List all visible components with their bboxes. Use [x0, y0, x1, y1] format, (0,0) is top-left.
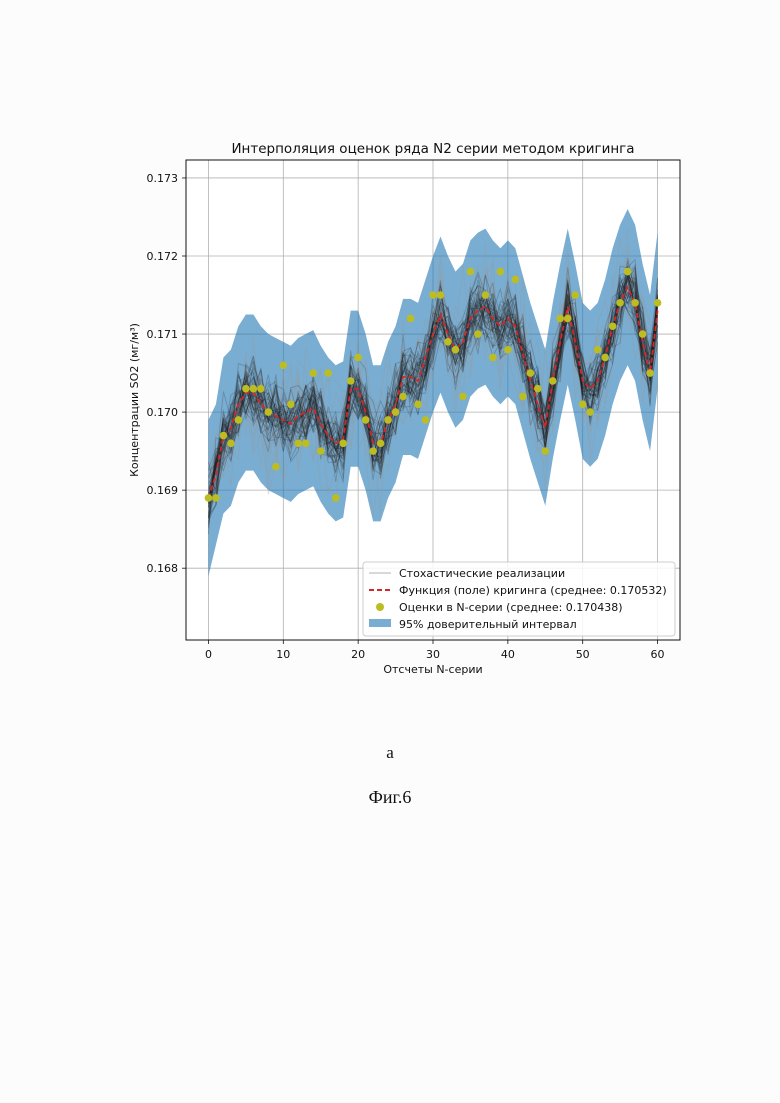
estimate-point: [362, 416, 370, 424]
legend-label-realizations: Стохастические реализации: [399, 567, 565, 580]
estimate-point: [474, 330, 482, 338]
estimate-point: [512, 276, 520, 284]
estimate-point: [534, 385, 542, 393]
x-tick-label: 40: [501, 648, 515, 661]
sub-caption: а: [0, 743, 780, 763]
estimate-point: [250, 385, 258, 393]
y-tick-label: 0.171: [147, 328, 179, 341]
estimate-point: [347, 377, 355, 385]
x-axis-label: Отсчеты N-серии: [383, 663, 482, 676]
y-tick-label: 0.173: [147, 172, 179, 185]
y-tick-label: 0.172: [147, 250, 179, 263]
estimate-point: [601, 354, 609, 362]
estimate-point: [392, 408, 400, 416]
estimate-point: [609, 322, 617, 330]
estimate-point: [369, 447, 377, 455]
estimate-point: [459, 393, 467, 401]
estimate-point: [309, 369, 317, 377]
x-tick-label: 60: [651, 648, 665, 661]
estimate-point: [294, 440, 302, 448]
estimate-point: [571, 291, 579, 299]
estimate-point: [594, 346, 602, 354]
estimate-point: [227, 440, 235, 448]
y-tick-label: 0.170: [147, 406, 179, 419]
estimate-point: [497, 268, 505, 276]
estimate-point: [332, 494, 340, 502]
estimate-point: [519, 393, 527, 401]
estimate-point: [429, 291, 437, 299]
estimate-point: [489, 354, 497, 362]
estimate-point: [624, 268, 632, 276]
estimate-point: [414, 400, 422, 408]
estimate-point: [422, 416, 430, 424]
estimate-point: [504, 346, 512, 354]
estimate-point: [257, 385, 265, 393]
estimate-point: [377, 440, 385, 448]
estimate-point: [220, 432, 228, 440]
estimate-point: [212, 494, 220, 502]
estimate-point: [302, 440, 310, 448]
estimate-point: [317, 447, 325, 455]
y-axis-label: Концентрации SO2 (мг/м³): [128, 323, 141, 477]
estimate-point: [280, 361, 288, 369]
legend-label-interval: 95% доверительный интервал: [399, 618, 577, 631]
x-tick-label: 20: [351, 648, 365, 661]
x-tick-label: 10: [276, 648, 290, 661]
estimate-point: [556, 315, 564, 323]
estimate-point: [616, 299, 624, 307]
estimate-point: [205, 494, 213, 502]
estimate-point: [631, 299, 639, 307]
estimate-point: [287, 400, 295, 408]
chart-title: Интерполяция оценок ряда N2 серии методо…: [231, 141, 634, 157]
estimate-point: [579, 400, 587, 408]
estimate-point: [399, 393, 407, 401]
estimate-point: [384, 416, 392, 424]
estimate-point: [527, 369, 535, 377]
estimate-point: [646, 369, 654, 377]
legend-label-kriging: Функция (поле) кригинга (среднее: 0.1705…: [399, 584, 667, 597]
estimate-point: [272, 463, 280, 471]
estimate-point: [654, 299, 662, 307]
estimate-point: [541, 447, 549, 455]
estimate-point: [549, 377, 557, 385]
estimate-point: [242, 385, 250, 393]
y-tick-label: 0.168: [147, 562, 179, 575]
legend: Стохастические реализации Функция (поле)…: [363, 562, 675, 636]
estimate-point: [467, 268, 475, 276]
y-tick-label: 0.169: [147, 484, 179, 497]
estimate-point: [482, 291, 490, 299]
estimate-point: [639, 330, 647, 338]
x-tick-label: 0: [205, 648, 212, 661]
estimate-point: [265, 408, 273, 416]
figure-caption: Фиг.6: [0, 787, 780, 808]
estimate-point: [444, 338, 452, 346]
legend-swatch-interval: [369, 619, 391, 627]
estimate-point: [452, 346, 460, 354]
estimate-point: [339, 440, 347, 448]
estimate-point: [564, 315, 572, 323]
legend-swatch-estimates: [376, 603, 384, 611]
estimate-point: [586, 408, 594, 416]
x-tick-label: 30: [426, 648, 440, 661]
estimate-point: [235, 416, 243, 424]
estimate-point: [354, 354, 362, 362]
estimate-point: [407, 315, 415, 323]
estimate-point: [324, 369, 332, 377]
legend-label-estimates: Оценки в N-серии (среднее: 0.170438): [399, 601, 623, 614]
estimate-point: [437, 291, 445, 299]
x-tick-label: 50: [576, 648, 590, 661]
